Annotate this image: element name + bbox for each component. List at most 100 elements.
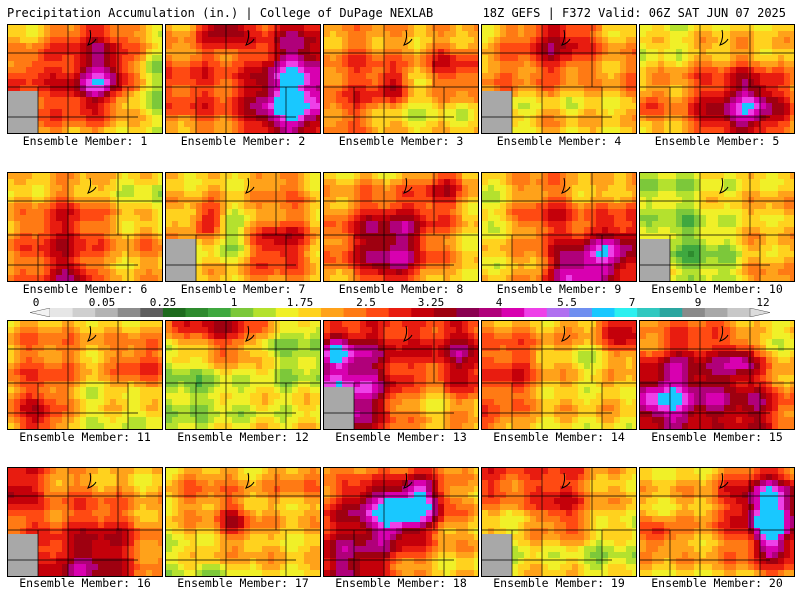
state-boundaries xyxy=(640,321,794,429)
ensemble-member-label: Ensemble Member: 2 xyxy=(180,134,306,148)
ensemble-member-label: Ensemble Member: 7 xyxy=(180,282,306,296)
state-boundaries xyxy=(482,468,636,576)
state-boundaries xyxy=(8,25,162,133)
scale-tick-label: 0 xyxy=(32,296,40,309)
scale-swatch xyxy=(253,308,277,317)
scale-max-arrow xyxy=(749,308,770,317)
ensemble-member-map xyxy=(481,24,637,134)
precip-field xyxy=(166,321,320,429)
precip-field xyxy=(324,321,478,429)
state-boundaries xyxy=(324,25,478,133)
ensemble-member-map xyxy=(639,24,795,134)
lake-outline xyxy=(719,29,729,46)
ensemble-member-label: Ensemble Member: 19 xyxy=(493,576,625,590)
ensemble-member-label: Ensemble Member: 14 xyxy=(493,430,625,444)
lake-outline xyxy=(87,472,97,489)
scale-swatch xyxy=(388,308,412,317)
state-boundaries xyxy=(8,173,162,281)
state-boundaries xyxy=(640,25,794,133)
scale-swatch xyxy=(704,308,728,317)
state-boundaries xyxy=(166,468,320,576)
ensemble-member-label: Ensemble Member: 5 xyxy=(654,134,780,148)
color-scale-bar xyxy=(30,308,770,317)
scale-min-arrow xyxy=(30,308,51,317)
ensemble-member-map xyxy=(323,24,479,134)
scale-tick-label: 0.05 xyxy=(88,296,116,309)
ensemble-member-label: Ensemble Member: 18 xyxy=(335,576,467,590)
scale-swatch xyxy=(591,308,615,317)
precip-field xyxy=(8,468,162,576)
lake-outline xyxy=(561,177,571,194)
ensemble-member-map xyxy=(165,172,321,282)
lake-outline xyxy=(87,325,97,342)
scale-swatch xyxy=(727,308,751,317)
state-boundaries xyxy=(482,25,636,133)
state-boundaries xyxy=(166,321,320,429)
scale-tick-label: 5.5 xyxy=(557,296,577,309)
precip-field xyxy=(640,321,794,429)
state-boundaries xyxy=(166,25,320,133)
state-boundaries xyxy=(324,468,478,576)
state-boundaries xyxy=(640,173,794,281)
precip-field xyxy=(8,25,162,133)
ensemble-member-map xyxy=(323,320,479,430)
precip-field xyxy=(482,321,636,429)
scale-swatch xyxy=(185,308,209,317)
lake-outline xyxy=(719,325,729,342)
ensemble-member-label: Ensemble Member: 12 xyxy=(177,430,309,444)
precip-field xyxy=(166,173,320,281)
scale-tick-label: 12 xyxy=(756,296,770,309)
scale-tick-label: 1.75 xyxy=(286,296,314,309)
ensemble-member-map xyxy=(639,467,795,577)
lake-outline xyxy=(403,29,413,46)
precip-field xyxy=(8,321,162,429)
precip-field xyxy=(640,173,794,281)
color-legend: 0 0.05 0.25 1 1.75 2.5 3.25 4 5.5 7 9 12 xyxy=(30,296,770,320)
precip-field xyxy=(640,25,794,133)
scale-swatch xyxy=(479,308,502,317)
state-boundaries xyxy=(324,321,478,429)
lake-outline xyxy=(245,472,255,489)
state-boundaries xyxy=(166,173,320,281)
scale-swatch xyxy=(230,308,254,317)
page-title: Precipitation Accumulation (in.) | Colle… xyxy=(7,6,434,20)
scale-swatch xyxy=(569,308,593,317)
ensemble-member-map xyxy=(7,24,163,134)
scale-swatch xyxy=(275,308,299,317)
scale-swatch xyxy=(456,308,480,317)
scale-swatch xyxy=(411,308,435,317)
run-valid-time: 18Z GEFS | F372 Valid: 06Z SAT JUN 07 20… xyxy=(482,6,786,20)
lake-outline xyxy=(561,29,571,46)
precip-field xyxy=(324,468,478,576)
ensemble-member-map xyxy=(639,172,795,282)
precip-field xyxy=(482,468,636,576)
ensemble-member-label: Ensemble Member: 10 xyxy=(651,282,783,296)
lake-outline xyxy=(403,177,413,194)
precip-field xyxy=(166,25,320,133)
ensemble-member-label: Ensemble Member: 15 xyxy=(651,430,783,444)
state-boundaries xyxy=(324,173,478,281)
scale-tick-label: 4 xyxy=(495,296,503,309)
scale-swatch xyxy=(208,308,231,317)
ensemble-member-map xyxy=(7,467,163,577)
ensemble-member-label: Ensemble Member: 6 xyxy=(22,282,148,296)
ensemble-member-label: Ensemble Member: 20 xyxy=(651,576,783,590)
lake-outline xyxy=(719,177,729,194)
scale-swatch xyxy=(546,308,570,317)
scale-swatch xyxy=(659,308,683,317)
lake-outline xyxy=(403,325,413,342)
precip-field xyxy=(482,25,636,133)
scale-tick-label: 2.5 xyxy=(356,296,376,309)
scale-swatch xyxy=(433,308,457,317)
scale-swatch xyxy=(682,308,706,317)
state-boundaries xyxy=(482,321,636,429)
lake-outline xyxy=(403,472,413,489)
scale-tick-label: 3.25 xyxy=(417,296,445,309)
ensemble-member-map xyxy=(165,467,321,577)
scale-swatch xyxy=(72,308,96,317)
state-boundaries xyxy=(482,173,636,281)
ensemble-member-map xyxy=(481,172,637,282)
precip-field xyxy=(324,173,478,281)
scale-swatch xyxy=(501,308,525,317)
precip-field xyxy=(640,468,794,576)
